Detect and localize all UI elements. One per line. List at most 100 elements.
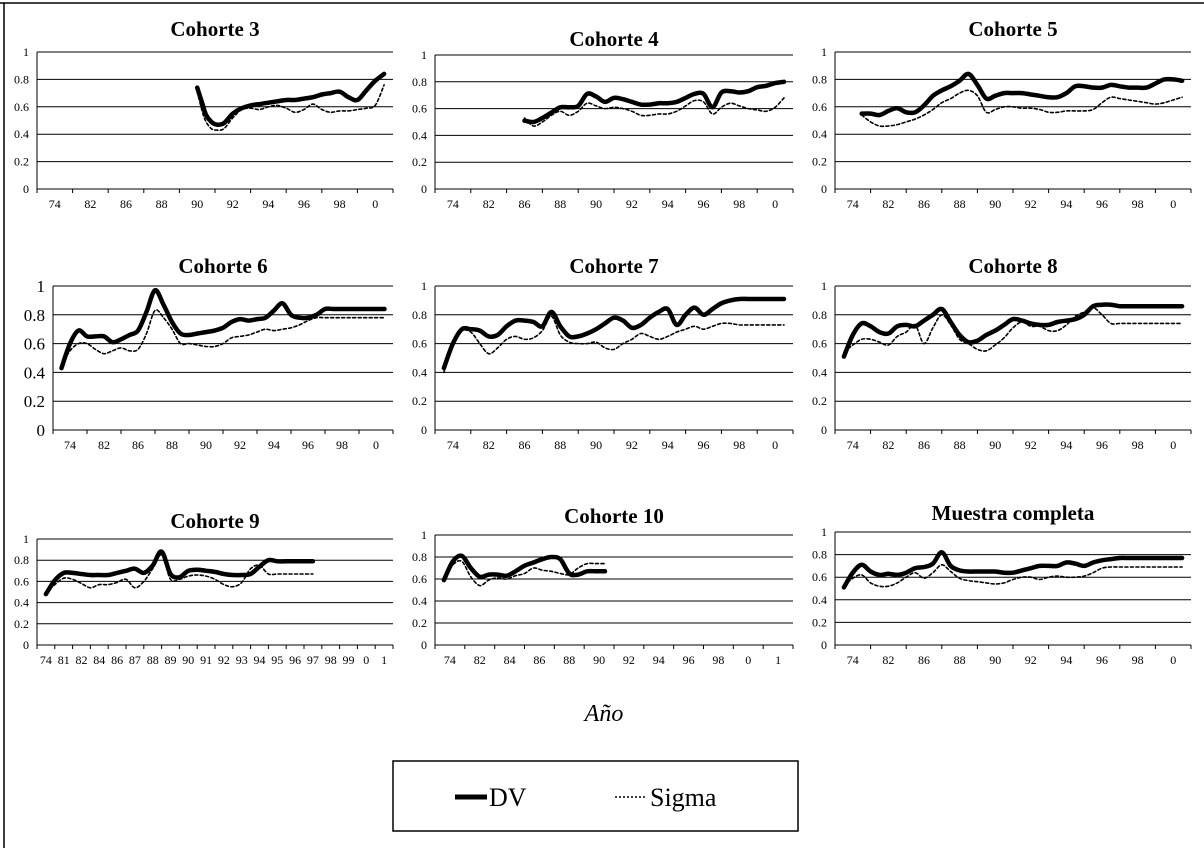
y-tick-label: 0 [821,638,827,652]
x-tick-label: 98 [1132,197,1144,211]
y-tick-label: 0.8 [14,553,29,567]
y-tick-label: 1 [421,279,427,293]
x-tick-label: 88 [554,197,566,211]
y-tick-label: 1 [23,45,29,59]
x-tick-label: 90 [191,197,203,211]
x-tick-label: 74 [444,653,456,667]
y-tick-label: 0.4 [412,365,427,379]
chart-title: Cohorte 6 [178,254,267,278]
y-tick-label: 1 [421,48,427,62]
series-dv-line [841,302,1185,359]
x-tick-label: 89 [165,653,177,667]
y-tick-label: 0.4 [24,363,46,382]
x-tick-label: 96 [1096,653,1108,667]
x-tick-label: 98 [712,653,724,667]
x-tick-label: 90 [590,197,602,211]
panel-cohorte-3: Cohorte 3 0 0.2 0.4 0.6 0.8 1 74 82 86 88 90 92 94 96 9… [14,17,394,211]
y-tick-label: 1 [421,528,427,542]
x-tick-label: 98 [733,438,745,452]
y-tick-label: 0.6 [812,570,827,584]
x-tick-label: 93 [236,653,248,667]
x-tick-label: 82 [84,197,96,211]
y-tick-label: 0.6 [412,572,427,586]
x-tick-label: 90 [590,438,602,452]
series-dv-line [441,296,787,371]
y-tick-label: 0 [821,423,827,437]
y-tick-label: 0.6 [812,337,827,351]
y-tick-label: 0.6 [412,337,427,351]
y-tick-label: 1 [37,277,46,296]
x-tick-label: 90 [593,653,605,667]
y-tick-label: 0.8 [412,550,427,564]
chart-title: Cohorte 5 [968,17,1057,41]
x-tick-label: 96 [1096,438,1108,452]
x-tick-label: 96 [698,438,710,452]
y-tick-label: 1 [821,525,827,539]
y-tick-label: 0 [23,638,29,652]
chart-title: Cohorte 9 [170,509,259,533]
y-tick-label: 0.4 [812,365,827,379]
x-tick-label: 92 [1025,438,1037,452]
y-tick-label: 0.6 [24,335,45,354]
x-tick-label: 86 [533,653,545,667]
panel-cohorte-8: Cohorte 8 0 0.2 0.4 0.6 0.8 1 74 82 86 88 90 92 94 96 9… [812,254,1192,452]
y-tick-label: 0.4 [812,127,827,141]
x-tick-label: 86 [519,438,531,452]
y-tick-label: 0.4 [812,593,827,607]
series-sigma-line [196,84,385,132]
x-tick-label: 92 [218,653,230,667]
chart-title: Muestra completa [932,501,1095,525]
x-tick-label: 94 [653,653,665,667]
chart-title: Cohorte 8 [968,254,1057,278]
x-tick-label: 98 [334,197,346,211]
series-sigma-line [843,306,1183,353]
y-tick-label: 0.8 [812,548,827,562]
x-tick-label: 0 [363,653,369,667]
y-tick-label: 0.8 [412,308,427,322]
x-tick-label: 88 [563,653,575,667]
x-tick-label: 74 [847,197,859,211]
x-tick-label: 94 [254,653,266,667]
legend-dv-label: DV [489,783,527,812]
chart-title: Cohorte 3 [170,17,259,41]
x-tick-label: 84 [93,653,105,667]
x-tick-label: 92 [623,653,635,667]
y-tick-label: 1 [821,279,827,293]
y-tick-label: 0 [421,182,427,196]
y-tick-label: 0.2 [812,155,827,169]
x-tick-label: 0 [1170,197,1176,211]
x-tick-label: 94 [1060,197,1072,211]
y-tick-label: 0 [821,182,827,196]
x-tick-label: 96 [302,438,314,452]
x-tick-label: 90 [200,438,212,452]
y-tick-label: 0.2 [412,394,427,408]
x-tick-label: 82 [76,653,88,667]
x-tick-label: 74 [847,653,859,667]
y-tick-label: 0.6 [14,574,29,588]
series-sigma-line [443,559,606,587]
x-tick-label: 82 [474,653,486,667]
x-tick-label: 91 [200,653,212,667]
series-sigma-line [523,97,785,127]
chart-title: Cohorte 4 [569,27,659,51]
legend-box [392,760,799,832]
series-sigma-line [860,89,1183,128]
series-dv-line [859,71,1185,118]
x-tick-label: 88 [954,197,966,211]
x-tick-label: 86 [519,197,531,211]
panel-cohorte-4: Cohorte 4 0 0.2 0.4 0.6 0.8 1 74 82 86 88 90 92 94 96 9… [412,27,794,211]
series-sigma-line [60,309,386,366]
x-tick-label: 82 [483,197,495,211]
x-tick-label: 92 [1025,197,1037,211]
x-tick-label: 86 [918,197,930,211]
x-axis-title: Año [583,701,624,727]
series-sigma-line [443,315,785,374]
x-tick-label: 90 [989,653,1001,667]
y-tick-label: 0 [421,638,427,652]
x-tick-label: 92 [227,197,239,211]
series-dv-line [59,288,387,371]
y-tick-label: 0.4 [412,128,427,142]
y-tick-label: 0 [23,182,29,196]
x-tick-label: 1 [775,653,781,667]
